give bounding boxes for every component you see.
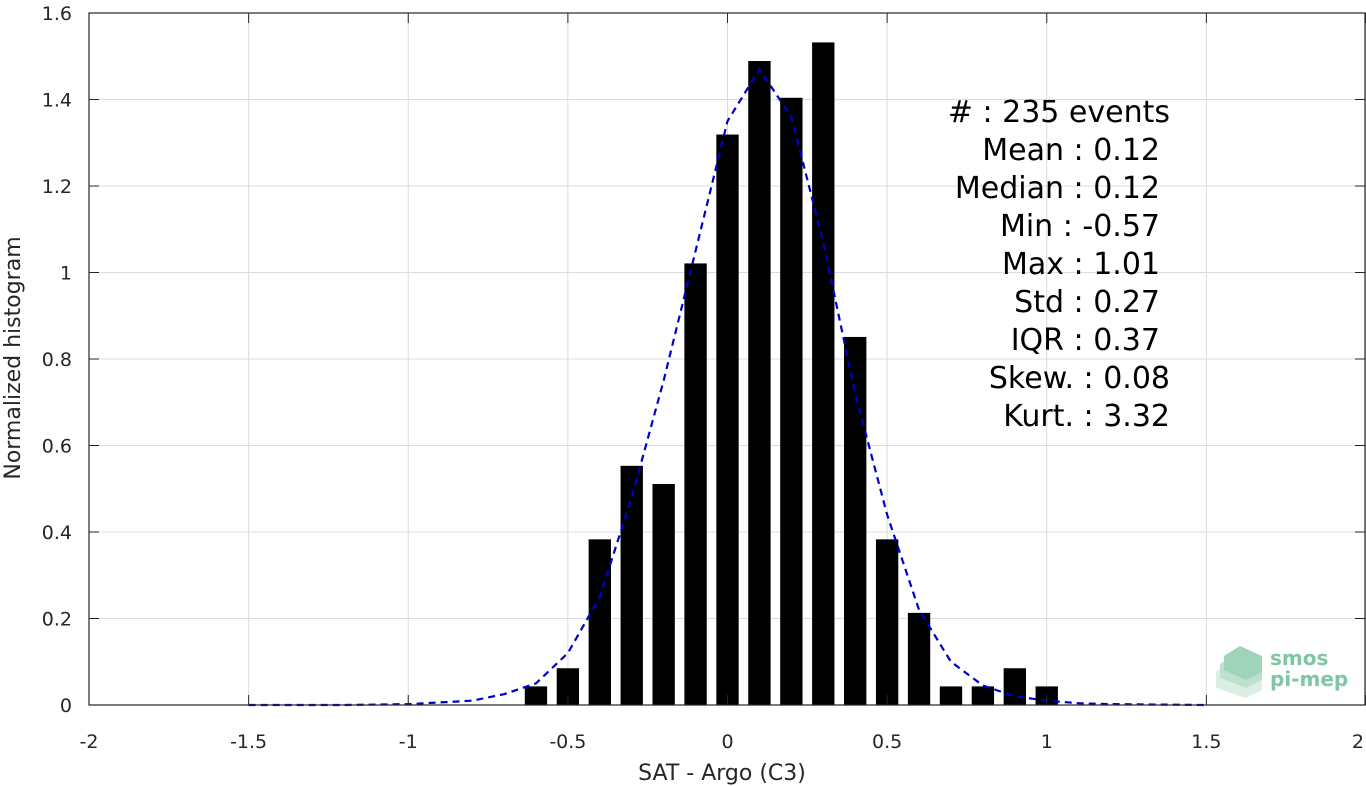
histogram-bar	[971, 686, 995, 705]
histogram-bars	[524, 42, 1058, 706]
fit-curve-group	[248, 67, 1207, 707]
y-axis-label: Normalized histogram	[1, 236, 26, 479]
stat-median: Median : 0.12	[955, 171, 1160, 206]
fit-curve-line	[248, 67, 1207, 707]
statistics-box: # : 235 events Mean : 0.12 Median : 0.12…	[948, 95, 1170, 434]
histogram-bar	[652, 483, 675, 705]
y-tick-label: 0.2	[42, 609, 72, 631]
stat-count: # : 235 events	[948, 95, 1170, 130]
histogram-bar	[844, 336, 867, 705]
y-tick-label: 1.4	[42, 90, 72, 112]
stat-iqr: IQR : 0.37	[1011, 323, 1160, 358]
x-axis-label: SAT - Argo (C3)	[638, 761, 806, 786]
smos-pi-mep-logo: smos pi-mep	[1216, 646, 1348, 698]
stat-skewness: Skew. : 0.08	[989, 361, 1170, 396]
x-tick-label: 2	[1352, 731, 1364, 753]
x-tick-label: -0.5	[549, 731, 586, 753]
x-tick-label: 1.5	[1191, 731, 1221, 753]
logo-emblem-icon	[1216, 646, 1262, 698]
x-tick-labels: -2 -1.5 -1 -0.5 0 0.5 1 1.5 2	[80, 731, 1364, 753]
histogram-bar	[524, 686, 548, 705]
stat-max: Max : 1.01	[1002, 247, 1160, 282]
x-tick-label: 0.5	[872, 731, 902, 753]
histogram-bar	[748, 61, 771, 705]
logo-text-smos: smos	[1270, 646, 1328, 670]
y-tick-label: 0.8	[42, 349, 72, 371]
y-tick-label: 0.6	[42, 436, 72, 458]
histogram-bar	[684, 263, 707, 705]
histogram-bar	[1003, 668, 1026, 705]
y-tick-label: 0	[60, 695, 72, 717]
x-tick-label: -1	[399, 731, 418, 753]
histogram-bar	[620, 465, 643, 705]
y-tick-label: 0.4	[42, 522, 72, 544]
histogram-bar	[812, 42, 835, 706]
y-tick-label: 1.6	[42, 3, 72, 25]
logo-text-pi-mep: pi-mep	[1270, 667, 1348, 691]
x-tick-label: -1.5	[230, 731, 267, 753]
x-tick-label: 0	[721, 731, 733, 753]
histogram-bar	[875, 539, 899, 705]
stat-min: Min : -0.57	[1000, 209, 1160, 244]
histogram-bar	[780, 97, 803, 705]
y-tick-labels: 0 0.2 0.4 0.6 0.8 1 1.2 1.4 1.6	[42, 3, 72, 717]
stat-kurtosis: Kurt. : 3.32	[1003, 399, 1170, 434]
x-tick-label: 1	[1041, 731, 1053, 753]
histogram-bar	[939, 686, 963, 705]
axes-frame	[88, 12, 1366, 706]
stat-mean: Mean : 0.12	[982, 133, 1160, 168]
histogram-bar	[556, 668, 580, 705]
y-tick-label: 1.2	[42, 176, 72, 198]
x-tick-label: -2	[80, 731, 99, 753]
histogram-bar	[588, 539, 611, 705]
histogram-bar	[907, 612, 931, 705]
y-tick-label: 1	[60, 263, 72, 285]
stat-std: Std : 0.27	[1014, 285, 1160, 320]
histogram-bar	[716, 134, 739, 706]
